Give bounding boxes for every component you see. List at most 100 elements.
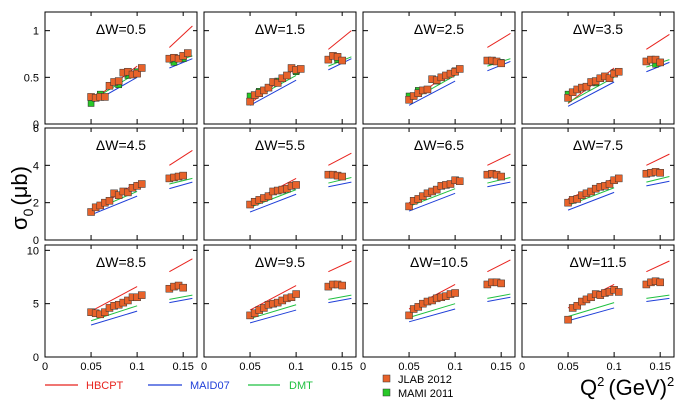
hbcpt-curve (249, 285, 297, 311)
hbcpt-curve (487, 33, 511, 48)
panel-label: ΔW=10.5 (410, 254, 468, 270)
x-tick-label: 0.1 (129, 361, 144, 373)
maid-curve (328, 181, 352, 188)
legend: HBCPT MAID07 DMT JLAB 2012 MAMI 2011 (45, 374, 453, 400)
y-tick-label: 0 (33, 119, 39, 131)
dmt-curve (567, 302, 615, 317)
y-tick-label: 6 (33, 123, 39, 135)
x-tick-label: 0.15 (331, 361, 352, 373)
legend-jlab-marker (382, 374, 391, 383)
dmt-curve (487, 293, 511, 299)
jlab-point (405, 311, 413, 320)
jlab-point (564, 315, 572, 324)
jlab-point (656, 58, 664, 67)
jlab-point (338, 172, 346, 181)
jlab-point (455, 177, 464, 185)
hbcpt-curve (90, 286, 138, 312)
x-axis-label-sup: 2 (597, 374, 604, 389)
hbcpt-curve (487, 153, 511, 166)
maid-curve (328, 297, 352, 304)
panel-frame (521, 127, 675, 241)
panel-frame (203, 244, 357, 358)
maid-curve (169, 181, 193, 190)
panel-label: ΔW=8.5 (96, 254, 146, 270)
y-tick-label: 0.5 (24, 72, 39, 84)
jlab-point (114, 77, 123, 85)
panel-3: ΔW=2.5 (362, 11, 516, 125)
maid-curve (487, 181, 511, 188)
jlab-point (338, 56, 346, 65)
panel-12: 0 0.05 0.1 0.15 ΔW=11.5 (519, 244, 675, 373)
jlab-point (296, 65, 305, 73)
panel-label: ΔW=2.5 (414, 21, 464, 37)
maid-curve (567, 307, 615, 322)
maid-curve (487, 296, 511, 303)
hbcpt-curve (328, 30, 352, 50)
jlab-point (264, 83, 273, 92)
jlab-point (292, 290, 300, 298)
maid-curve (249, 79, 297, 106)
panel-label: ΔW=5.5 (255, 137, 305, 153)
jlab-point (283, 71, 291, 80)
jlab-point (497, 172, 505, 181)
maid-curve (646, 297, 670, 303)
jlab-point (273, 79, 282, 87)
hbcpt-curve (169, 258, 193, 273)
jlab-point (614, 288, 623, 296)
hbcpt-curve (328, 152, 352, 166)
dmt-curve (169, 294, 193, 300)
jlab-point (124, 188, 132, 197)
jlab-point (656, 278, 664, 287)
x-tick-label: 0 (360, 361, 366, 373)
legend-mami-marker (382, 388, 391, 397)
jlab-point (184, 49, 192, 57)
panel-label: ΔW=4.5 (96, 137, 146, 153)
jlab-point (497, 279, 505, 288)
panel-4: ΔW=3.5 (521, 11, 675, 125)
maid-curve (408, 308, 456, 323)
jlab-point (405, 202, 413, 211)
maid-curve (90, 310, 138, 326)
panel-6: ΔW=5.5 (203, 127, 357, 241)
legend-mami-label: MAMI 2011 (398, 388, 453, 400)
x-tick-label: 0 (201, 361, 207, 373)
x-tick-label: 0.1 (606, 361, 621, 373)
maid-curve (249, 309, 297, 324)
dmt-curve (408, 303, 456, 319)
maid-curve (169, 58, 193, 69)
panel-9: 0 0.05 0.1 0.15 0 5 10 ΔW=8.5 (27, 244, 198, 373)
panel-frame (521, 11, 675, 125)
y-tick-label: 4 (33, 160, 39, 172)
dmt-curve (169, 177, 193, 185)
maid-curve (646, 180, 670, 187)
legend-dmt-label: DMT (289, 380, 313, 392)
x-tick-label: 0.05 (239, 361, 260, 373)
dmt-curve (646, 294, 670, 299)
x-tick-label: 0 (519, 361, 525, 373)
panel-10: 0 0.05 0.1 0.15 ΔW=9.5 (201, 244, 357, 373)
y-tick-label: 0 (33, 235, 39, 247)
jlab-point (179, 171, 187, 180)
panel-frame (362, 11, 516, 125)
jlab-point (137, 291, 146, 299)
panel-frame (44, 11, 198, 125)
hbcpt-curve (169, 25, 193, 48)
y-tick-label: 2 (33, 198, 39, 210)
hbcpt-curve (646, 153, 670, 166)
hbcpt-curve (328, 260, 352, 273)
maid-curve (408, 192, 456, 212)
jlab-point (497, 59, 505, 68)
maid-curve (567, 81, 615, 107)
jlab-point (338, 281, 346, 290)
jlab-point (605, 74, 614, 83)
jlab-point (582, 82, 591, 91)
panel-grid: 0 0.5 1 ΔW=0.5 ΔW=1.5 ΔW=2.5 ΔW=3.5 0 2 4 6 ΔW=4.5 Δ… (24, 11, 675, 373)
dmt-curve (90, 305, 138, 322)
jlab-point (105, 197, 114, 205)
panel-5: 0 2 4 6 ΔW=4.5 (33, 123, 198, 247)
panel-label: ΔW=0.5 (96, 21, 146, 37)
hbcpt-curve (169, 149, 193, 166)
jlab-point (564, 94, 572, 102)
y-tick-label: 5 (33, 299, 39, 311)
y-tick-label: 0 (33, 352, 39, 364)
